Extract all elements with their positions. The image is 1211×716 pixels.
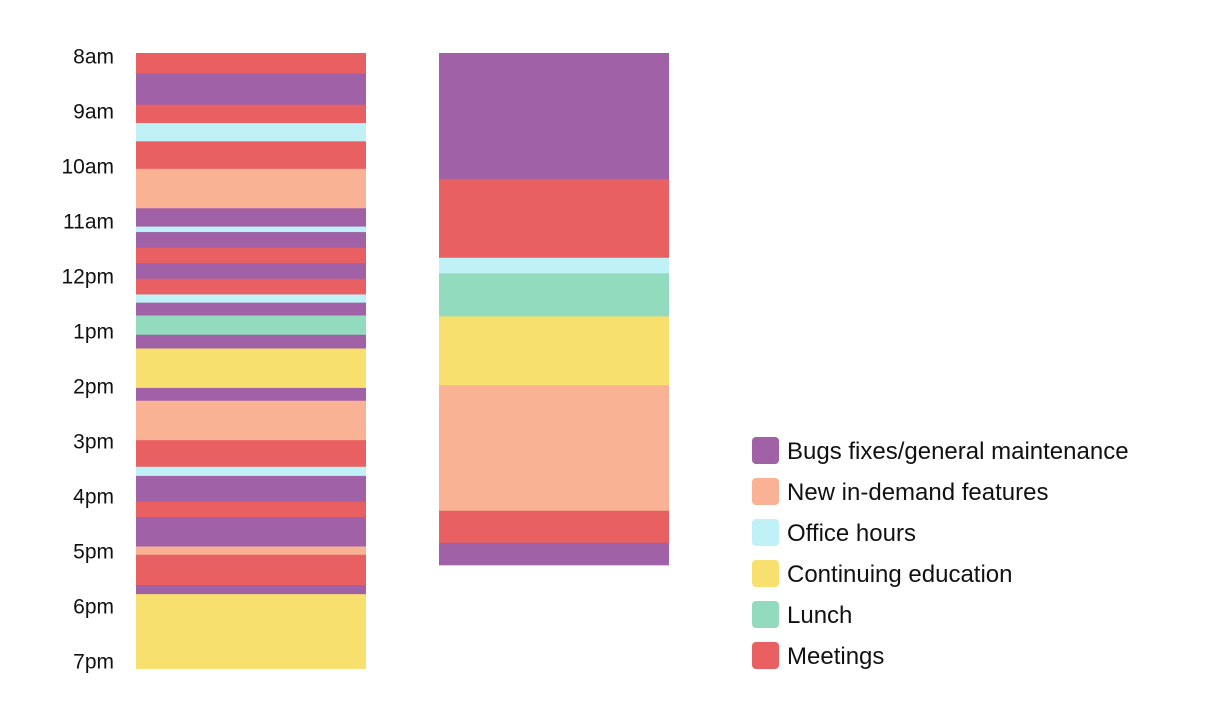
time-segment-bugs <box>136 302 366 316</box>
legend-label: Bugs fixes/general maintenance <box>787 438 1129 465</box>
legend-label: Office hours <box>787 520 916 547</box>
legend-swatch <box>752 601 779 628</box>
y-tick-label: 9am <box>73 101 114 124</box>
time-segment-meetings <box>136 53 366 74</box>
legend-item-meetings: Meetings <box>752 642 884 670</box>
legend-item-office: Office hours <box>752 519 916 547</box>
legend-item-lunch: Lunch <box>752 601 852 629</box>
time-segment-bugs <box>136 73 366 106</box>
time-segment-education <box>136 348 366 389</box>
time-segment-bugs <box>136 263 366 280</box>
schedule-columns <box>136 53 669 669</box>
y-tick-label: 12pm <box>61 266 114 289</box>
time-segment-meetings <box>136 141 366 170</box>
time-segment-bugs <box>136 334 366 349</box>
time-segment-bugs <box>439 53 669 180</box>
y-tick-label: 8am <box>73 46 114 69</box>
legend-swatch <box>752 437 779 464</box>
y-tick-label: 5pm <box>73 541 114 564</box>
time-segment-bugs <box>136 208 366 228</box>
legend: Bugs fixes/general maintenance New in-dem… <box>752 437 1129 670</box>
legend-swatch <box>752 519 779 546</box>
y-tick-label: 2pm <box>73 376 114 399</box>
time-segment-office <box>136 466 366 477</box>
time-segment-meetings <box>136 104 366 124</box>
legend-item-features: New in-demand features <box>752 478 1048 506</box>
time-segment-office <box>136 123 366 142</box>
y-tick-label: 3pm <box>73 431 114 454</box>
legend-label: Lunch <box>787 602 852 629</box>
time-segment-meetings <box>439 178 669 259</box>
time-segment-features <box>136 546 366 556</box>
time-segment-bugs <box>136 517 366 547</box>
time-segment-education <box>439 316 669 386</box>
time-segment-meetings <box>136 501 366 518</box>
y-tick-label: 10am <box>61 156 114 179</box>
legend-swatch <box>752 478 779 505</box>
time-segment-meetings <box>136 440 366 468</box>
time-segment-education <box>136 594 366 669</box>
time-segment-office <box>439 257 669 274</box>
legend-label: Continuing education <box>787 561 1013 588</box>
time-segment-office <box>136 226 366 233</box>
time-segment-bugs <box>439 542 669 566</box>
schedule-column-2 <box>439 53 669 566</box>
legend-label: New in-demand features <box>787 479 1048 506</box>
legend-item-bugs: Bugs fixes/general maintenance <box>752 437 1129 465</box>
y-tick-label: 11am <box>63 211 114 234</box>
y-tick-label: 6pm <box>73 596 114 619</box>
time-segment-meetings <box>136 247 366 264</box>
time-segment-meetings <box>439 510 669 544</box>
y-tick-label: 1pm <box>73 321 114 344</box>
time-segment-features <box>439 385 669 512</box>
time-segment-bugs <box>136 585 366 595</box>
y-tick-label: 7pm <box>73 651 114 674</box>
time-segment-meetings <box>136 554 366 586</box>
time-segment-features <box>136 168 366 209</box>
time-axis: 8am 9am 10am 11am 12pm 1pm 2pm 3pm 4pm 5pm 6pm 7pm <box>61 46 114 674</box>
time-segment-lunch <box>136 315 366 336</box>
legend-label: Meetings <box>787 643 884 670</box>
time-segment-features <box>136 400 366 441</box>
legend-swatch <box>752 560 779 587</box>
time-segment-lunch <box>439 273 669 317</box>
time-segment-meetings <box>136 278 366 295</box>
time-segment-bugs <box>136 232 366 249</box>
legend-item-education: Continuing education <box>752 560 1013 588</box>
time-segment-office <box>136 294 366 304</box>
time-segment-bugs <box>136 475 366 503</box>
schedule-column-1 <box>136 53 366 669</box>
y-tick-label: 4pm <box>73 486 114 509</box>
legend-swatch <box>752 642 779 669</box>
time-segment-bugs <box>136 387 366 402</box>
